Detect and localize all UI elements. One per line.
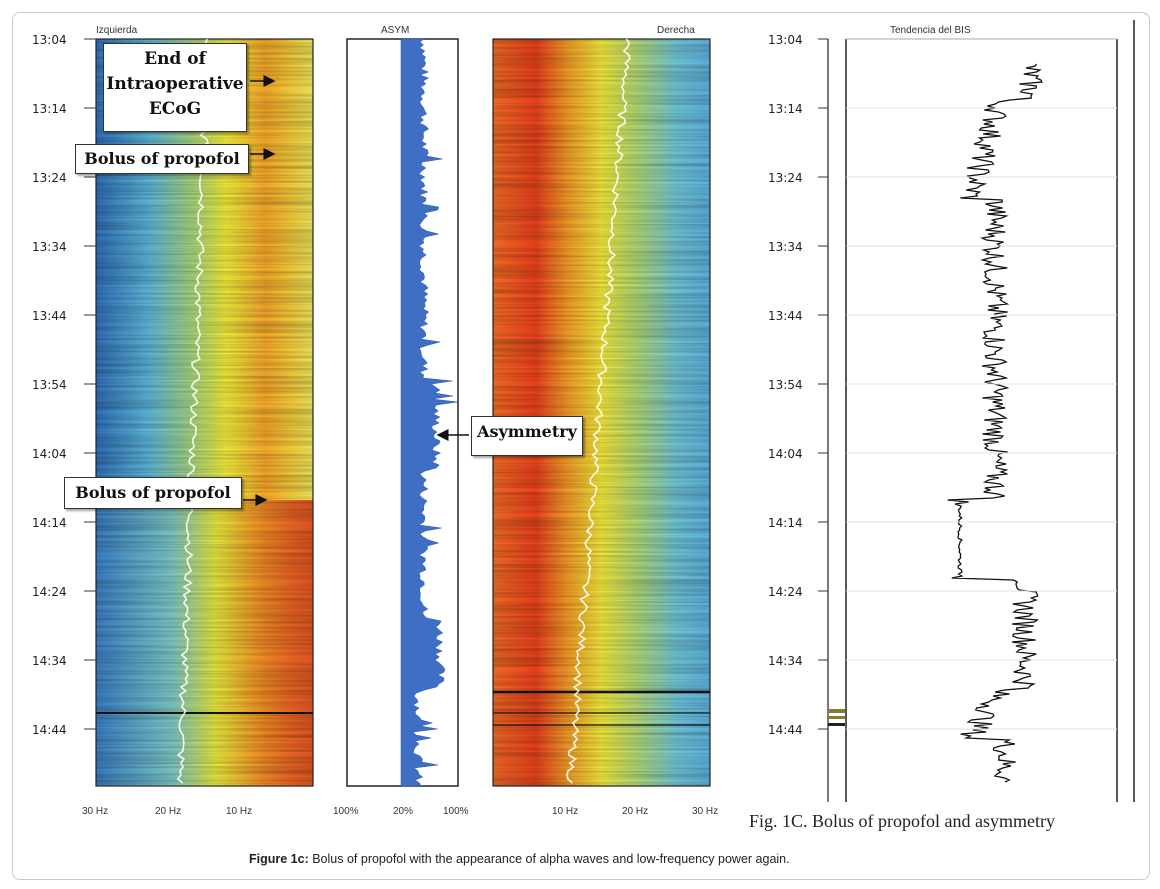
time-tick-label: 14:14: [32, 516, 67, 530]
left-freq-tick-label: 20 Hz: [155, 806, 182, 817]
right-freq-tick-label: 20 Hz: [622, 806, 649, 817]
time-tick-label: 14:44: [32, 723, 67, 737]
caption-label: Figure 1c:: [249, 852, 309, 866]
bis-time-tick-label: 13:04: [768, 33, 803, 47]
end-ecog-annotation: End of Intraoperative ECoG: [103, 43, 247, 132]
right-edge-frequency-trace: [566, 38, 631, 784]
asym-panel: [346, 38, 459, 787]
bis-trend-line: [947, 63, 1043, 783]
asymmetry-annotation: Asymmetry: [471, 416, 583, 456]
time-tick-label: 13:24: [32, 171, 67, 185]
bis-time-tick-label: 13:54: [768, 378, 803, 392]
caption-text: Bolus of propofol with the appearance of…: [308, 852, 790, 866]
asym-panel-title: ASYM: [381, 25, 410, 36]
bis-time-tick-label: 13:34: [768, 240, 803, 254]
annotation-line: Intraoperative: [106, 74, 244, 94]
time-tick-label: 14:34: [32, 654, 67, 668]
annotation-line: ECoG: [148, 99, 202, 119]
bis-panel: [827, 20, 1135, 802]
left-panel-title: Izquierda: [96, 25, 138, 36]
asym-tick-label: 20%: [393, 806, 414, 817]
time-tick-label: 13:34: [32, 240, 67, 254]
bis-time-tick-label: 14:24: [768, 585, 803, 599]
bolus-annotation-2: Bolus of propofol: [64, 477, 242, 509]
time-tick-label: 13:44: [32, 309, 67, 323]
right-freq-tick-label: 30 Hz: [692, 806, 719, 817]
asym-tick-label: 100%: [443, 806, 469, 817]
time-tick-label: 13:04: [32, 33, 67, 47]
time-tick-label: 14:04: [32, 447, 67, 461]
bis-time-tick-label: 14:14: [768, 516, 803, 530]
left-freq-tick-label: 10 Hz: [226, 806, 253, 817]
bolus-annotation-1: Bolus of propofol: [75, 144, 249, 174]
bis-time-tick-label: 13:14: [768, 102, 803, 116]
annotation-line: End of: [144, 49, 206, 69]
figure-caption: Figure 1c: Bolus of propofol with the ap…: [249, 852, 790, 866]
bis-panel-title: Tendencia del BIS: [890, 25, 971, 36]
bis-time-tick-label: 14:04: [768, 447, 803, 461]
bis-time-tick-label: 14:44: [768, 723, 803, 737]
right-freq-tick-label: 10 Hz: [552, 806, 579, 817]
time-tick-label: 14:24: [32, 585, 67, 599]
right-panel-title: Derecha: [657, 25, 695, 36]
time-tick-label: 13:54: [32, 378, 67, 392]
asym-tick-label: 100%: [333, 806, 359, 817]
bis-time-tick-label: 13:24: [768, 171, 803, 185]
figure-title: Fig. 1C. Bolus of propofol and asymmetry: [749, 811, 1055, 831]
bis-time-tick-label: 14:34: [768, 654, 803, 668]
time-tick-label: 13:14: [32, 102, 67, 116]
bis-time-tick-label: 13:44: [768, 309, 803, 323]
left-freq-tick-label: 30 Hz: [82, 806, 109, 817]
